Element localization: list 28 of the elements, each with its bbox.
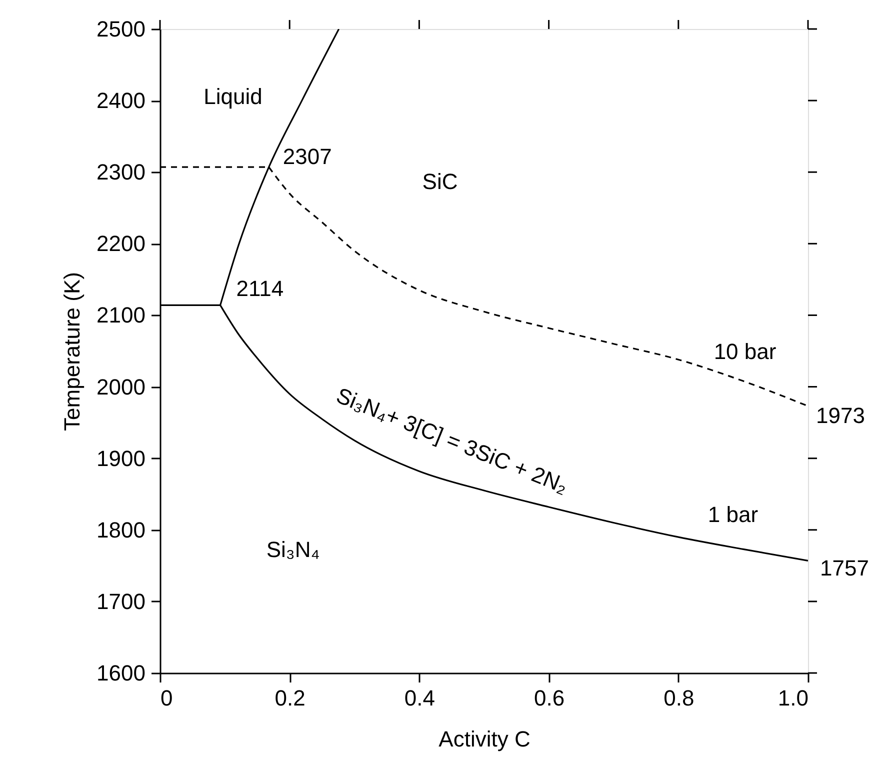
annotation: 2114 — [236, 276, 284, 302]
annotation: SiC — [422, 169, 458, 194]
y-tick-label: 2200 — [96, 231, 146, 256]
x-tick-label: 0.6 — [534, 686, 565, 710]
annotation: 1 bar — [708, 502, 758, 527]
annotation: 1973 — [816, 403, 865, 428]
y-tick-label: 2400 — [96, 88, 146, 114]
annotation: 10 bar — [714, 339, 776, 364]
y-tick-label: 2500 — [96, 16, 146, 42]
y-tick-label: 2300 — [96, 160, 146, 185]
y-tick-label: 1900 — [96, 446, 146, 471]
y-tick-label: 2100 — [96, 302, 146, 328]
annotation: Liquid — [204, 84, 262, 109]
x-tick-label: 1.0 — [778, 686, 808, 710]
x-tick-label: 0.4 — [404, 686, 435, 710]
annotation: 1757 — [820, 556, 869, 581]
y-tick-label: 2000 — [96, 374, 146, 400]
annotation: Si₃N₄+ 3[C] = 3SiC + 2N₂ — [332, 382, 572, 498]
x-axis-title: Activity C — [438, 726, 530, 752]
y-tick-label: 1600 — [96, 660, 146, 686]
x-tick-label: 0.8 — [664, 686, 694, 710]
y-axis-title: Temperature (K) — [60, 272, 85, 431]
y-tick-label: 1700 — [96, 588, 146, 614]
x-tick-label: 0 — [160, 686, 173, 710]
annotation: Si₃N₄ — [266, 537, 320, 562]
annotation: 2307 — [282, 144, 332, 170]
x-tick-label: 0.2 — [274, 686, 306, 710]
y-tick-label: 1800 — [96, 517, 146, 542]
